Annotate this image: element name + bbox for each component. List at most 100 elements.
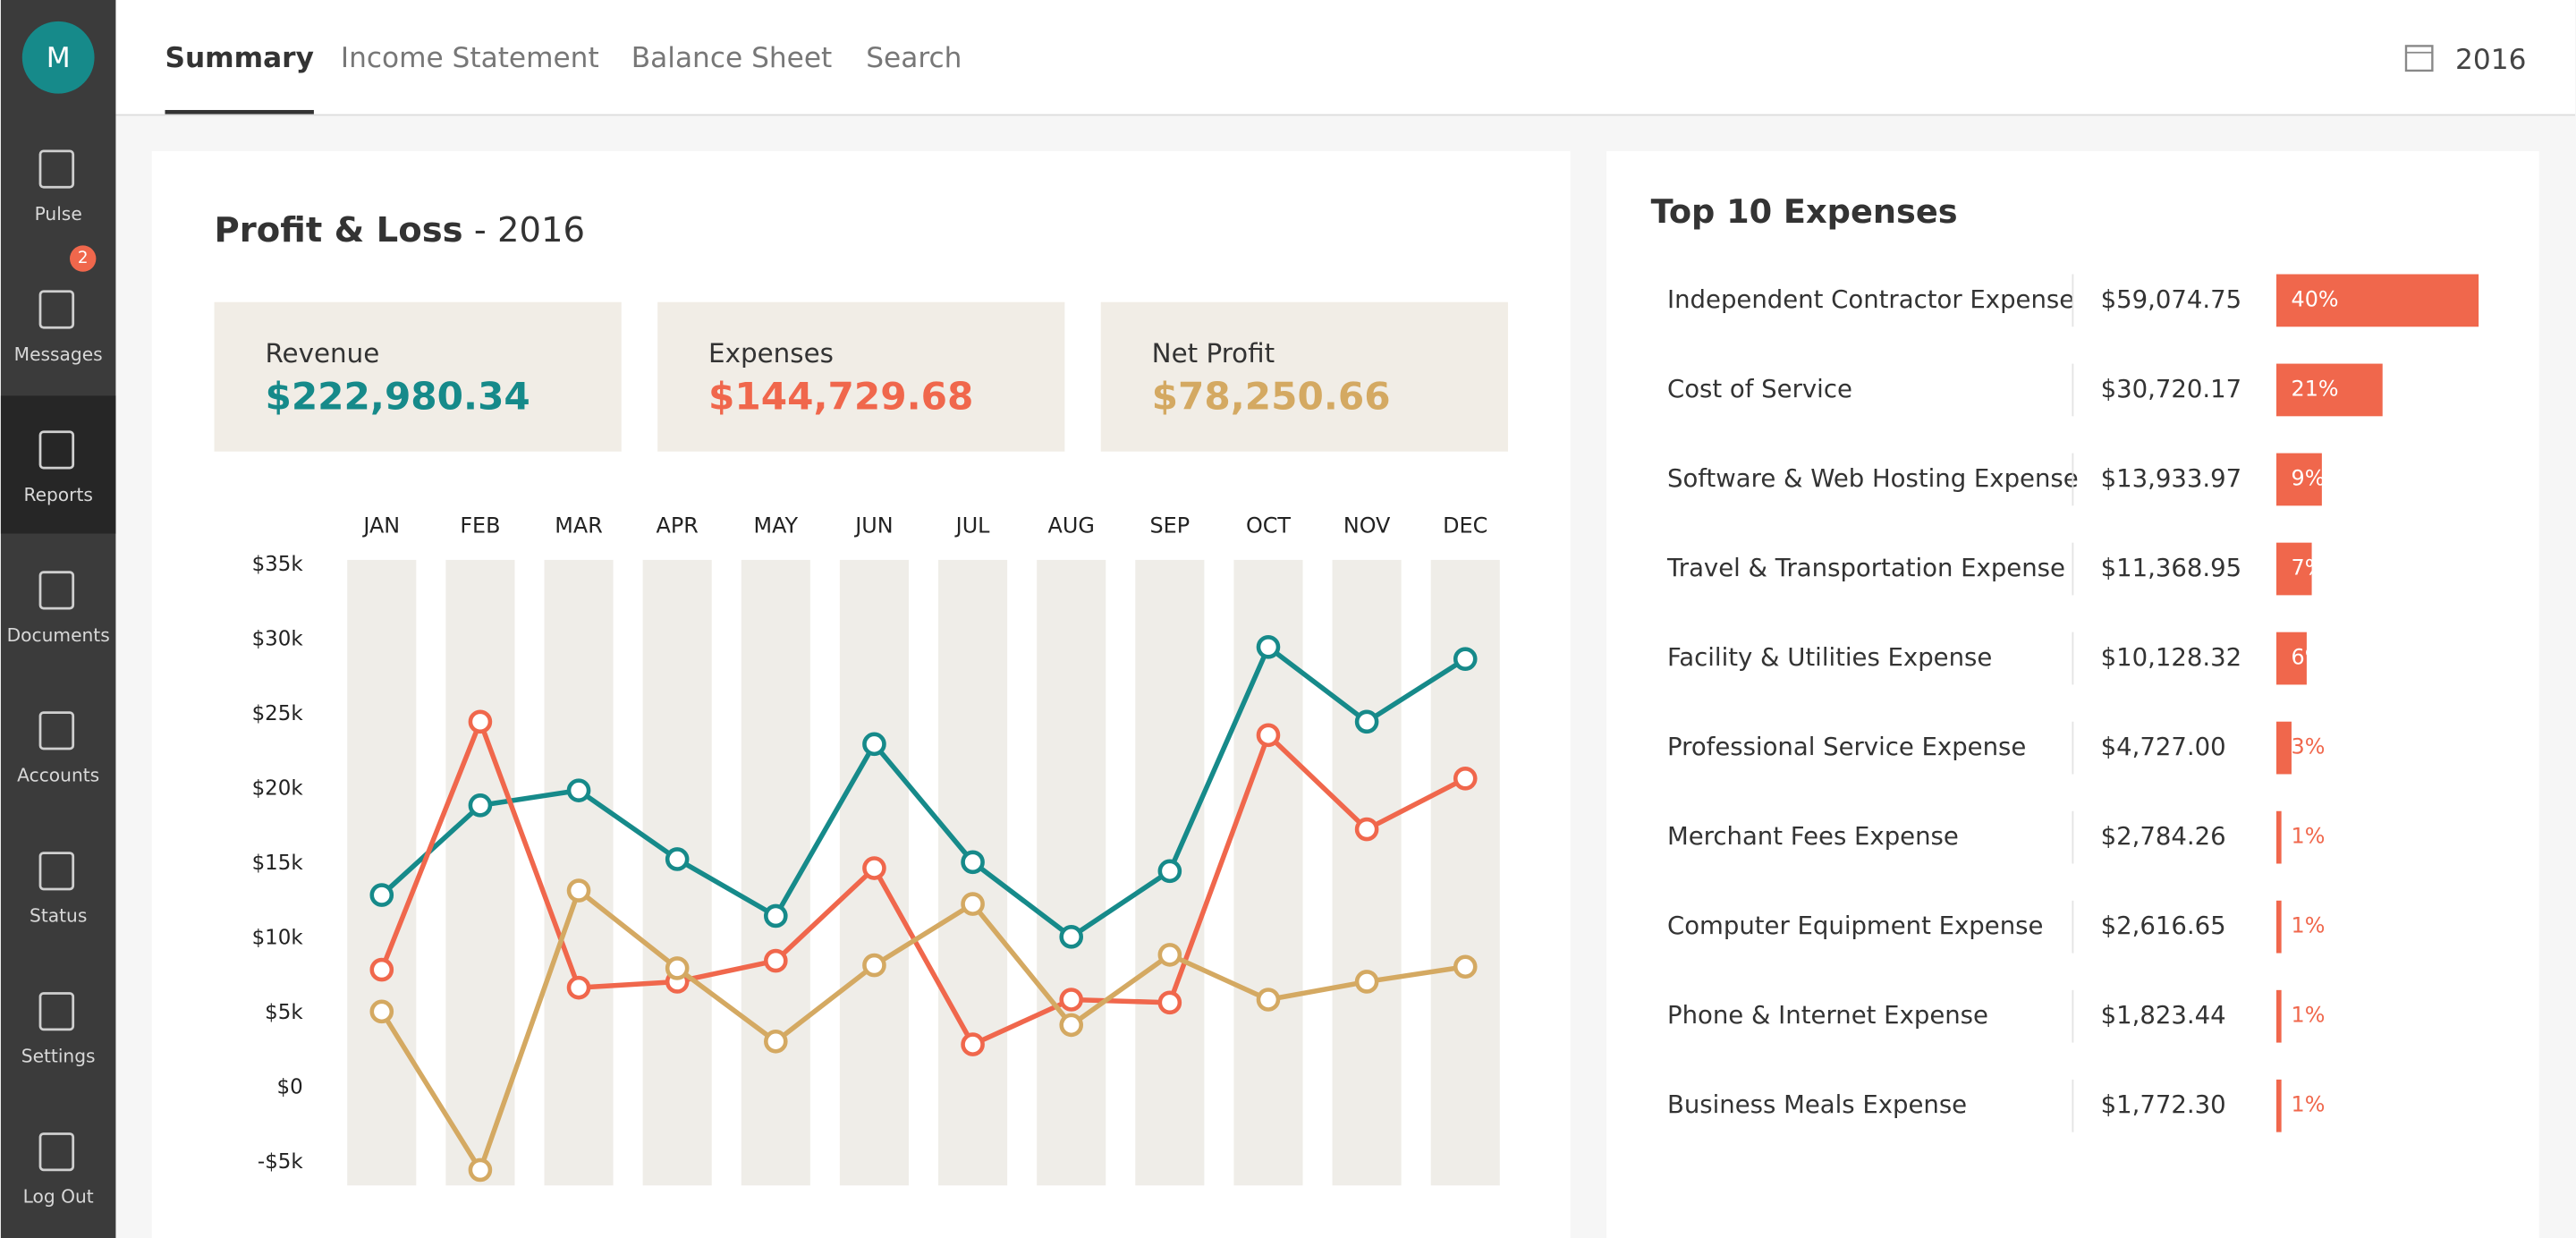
x-tick-label: NOV bbox=[1343, 513, 1391, 538]
expense-name: Cost of Service bbox=[1667, 375, 1852, 403]
data-point bbox=[862, 732, 886, 757]
avatar[interactable] bbox=[21, 21, 95, 94]
x-tick-label: DEC bbox=[1443, 513, 1487, 538]
tab[interactable]: Balance Sheet bbox=[631, 42, 832, 74]
x-tick-label: APR bbox=[657, 513, 699, 538]
data-point bbox=[764, 948, 788, 973]
summary-card bbox=[1100, 301, 1508, 452]
column-band bbox=[1332, 559, 1402, 1186]
data-point bbox=[566, 975, 591, 1000]
expense-bar bbox=[2275, 900, 2282, 954]
expense-bar bbox=[2275, 1079, 2282, 1132]
nav-icon bbox=[38, 430, 75, 470]
expense-percent: 1% bbox=[2292, 824, 2326, 849]
tab[interactable]: Summary bbox=[165, 42, 313, 74]
expense-percent: 40% bbox=[2292, 286, 2339, 311]
summary-value: $222,980.34 bbox=[265, 375, 530, 419]
nav-active bbox=[0, 395, 116, 534]
data-point bbox=[1256, 723, 1281, 748]
summary-value: $78,250.66 bbox=[1152, 375, 1391, 419]
data-point bbox=[1354, 709, 1379, 734]
data-point bbox=[1453, 766, 1478, 791]
expense-amount: $13,933.97 bbox=[2101, 464, 2242, 493]
summary-label: Revenue bbox=[265, 338, 379, 369]
expense-percent: 3% bbox=[2292, 734, 2326, 759]
y-tick-label: $0 bbox=[276, 1076, 302, 1099]
tab-underline bbox=[165, 109, 314, 114]
data-point bbox=[1059, 925, 1084, 949]
data-point bbox=[961, 1032, 985, 1056]
nav-icon bbox=[38, 992, 75, 1031]
nav-label[interactable]: Accounts bbox=[17, 765, 99, 786]
data-point bbox=[1354, 970, 1379, 994]
x-tick-label: JUN bbox=[853, 513, 893, 538]
summary-label: Expenses bbox=[708, 338, 834, 369]
expense-amount: $1,823.44 bbox=[2101, 1001, 2226, 1030]
expense-amount: $2,784.26 bbox=[2101, 822, 2226, 851]
expense-amount: $59,074.75 bbox=[2101, 285, 2242, 314]
expense-bar bbox=[2275, 274, 2479, 327]
nav-label[interactable]: Status bbox=[30, 905, 87, 927]
x-tick-label: MAR bbox=[555, 513, 603, 538]
expense-percent: 21% bbox=[2292, 376, 2339, 401]
summary-label: Net Profit bbox=[1152, 338, 1275, 369]
tab[interactable]: Search bbox=[866, 42, 962, 74]
avatar-initial: M bbox=[47, 42, 71, 74]
expense-name: Phone & Internet Expense bbox=[1667, 1001, 1988, 1030]
nav-badge bbox=[70, 245, 97, 272]
expense-percent: 1% bbox=[2292, 1092, 2326, 1117]
nav-icon bbox=[38, 571, 75, 610]
expense-name: Computer Equipment Expense bbox=[1667, 912, 2043, 940]
series-line bbox=[379, 642, 1467, 940]
tab[interactable]: Income Statement bbox=[341, 42, 599, 74]
data-point bbox=[1157, 859, 1182, 884]
expense-amount: $2,616.65 bbox=[2101, 912, 2226, 940]
expense-name: Travel & Transportation Expense bbox=[1666, 554, 2065, 582]
pl-subtitle: - 2016 bbox=[474, 209, 585, 250]
x-tick-label: JAN bbox=[361, 513, 400, 538]
expense-name: Merchant Fees Expense bbox=[1667, 822, 1959, 851]
calendar-icon bbox=[2404, 45, 2434, 72]
expense-percent: 9% bbox=[2292, 465, 2326, 490]
column-band bbox=[445, 559, 515, 1186]
data-point bbox=[665, 847, 690, 871]
data-point bbox=[961, 892, 985, 916]
y-tick-label: $35k bbox=[252, 553, 304, 576]
expense-percent: 6% bbox=[2292, 645, 2326, 670]
expense-name: Independent Contractor Expense bbox=[1667, 285, 2074, 314]
x-tick-label: AUG bbox=[1048, 513, 1095, 538]
expense-name: Facility & Utilities Expense bbox=[1667, 643, 1992, 672]
expense-name: Software & Web Hosting Expense bbox=[1667, 464, 2079, 493]
x-tick-label: JUL bbox=[954, 513, 991, 538]
data-point bbox=[468, 1157, 493, 1183]
nav-label[interactable]: Settings bbox=[21, 1046, 96, 1067]
data-point bbox=[961, 850, 985, 875]
x-tick-label: MAY bbox=[753, 513, 798, 538]
data-point bbox=[566, 778, 591, 802]
y-tick-label: -$5k bbox=[258, 1150, 303, 1174]
summary-card bbox=[657, 301, 1065, 452]
y-tick-label: $25k bbox=[252, 702, 304, 725]
expense-bar bbox=[2275, 363, 2383, 417]
nav-label[interactable]: Log Out bbox=[23, 1186, 94, 1208]
nav-icon bbox=[38, 852, 75, 891]
data-point bbox=[764, 1029, 788, 1054]
nav-label[interactable]: Documents bbox=[7, 624, 110, 646]
nav-label[interactable]: Messages bbox=[14, 343, 103, 365]
y-tick-label: $10k bbox=[252, 927, 304, 950]
nav-label[interactable]: Pulse bbox=[35, 203, 82, 225]
expense-bar bbox=[2275, 810, 2282, 864]
data-point bbox=[1354, 817, 1379, 842]
sidebar bbox=[0, 0, 116, 1238]
expense-name: Business Meals Expense bbox=[1667, 1090, 1967, 1119]
nav-badge-count: 2 bbox=[78, 249, 89, 267]
nav-icon bbox=[38, 711, 75, 750]
top-bar bbox=[115, 0, 2576, 115]
data-point bbox=[1256, 988, 1281, 1012]
y-tick-label: $15k bbox=[252, 852, 304, 875]
nav-label[interactable]: Reports bbox=[23, 484, 92, 505]
data-point bbox=[1157, 990, 1182, 1015]
year-picker[interactable]: 2016 bbox=[2455, 44, 2526, 76]
summary-value: $144,729.68 bbox=[708, 375, 973, 419]
